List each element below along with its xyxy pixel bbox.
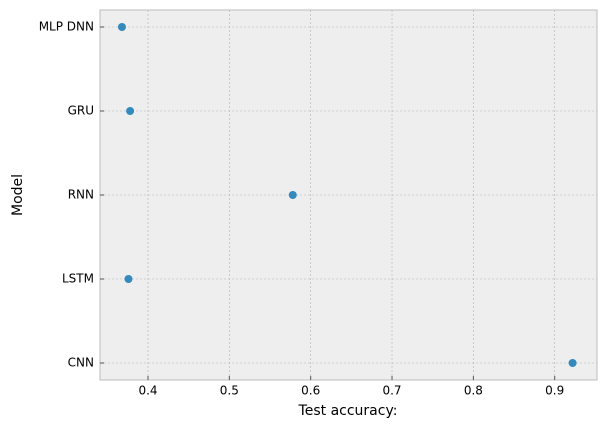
point	[124, 275, 133, 283]
y-tick-label: MLP DNN	[39, 20, 94, 34]
y-tick-label: GRU	[68, 104, 94, 118]
x-tick-label: 0.4	[138, 384, 157, 398]
y-tick-label: RNN	[68, 188, 94, 202]
x-tick-label: 0.9	[545, 384, 564, 398]
point	[568, 359, 577, 367]
point	[117, 23, 126, 31]
y-axis-label: Model	[10, 174, 26, 216]
y-tick-label: LSTM	[62, 272, 94, 286]
point	[288, 191, 297, 199]
y-tick-label: CNN	[68, 356, 94, 370]
x-tick-label: 0.7	[382, 384, 401, 398]
point	[126, 107, 135, 115]
x-axis-label: Test accuracy:	[298, 403, 398, 419]
x-tick-label: 0.8	[464, 384, 483, 398]
x-tick-label: 0.5	[220, 384, 239, 398]
x-tick-label: 0.6	[301, 384, 320, 398]
